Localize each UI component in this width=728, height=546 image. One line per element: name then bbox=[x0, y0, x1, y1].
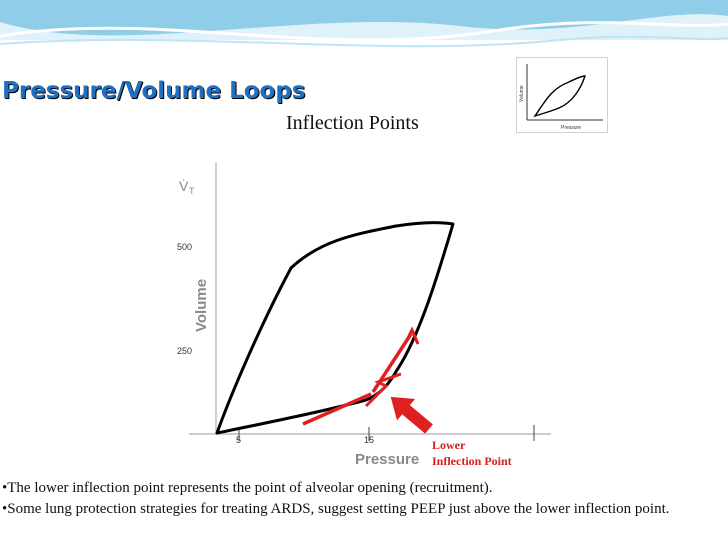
bullet-item: •Some lung protection strategies for tre… bbox=[2, 501, 670, 517]
x-tick-label-15: 15 bbox=[364, 435, 374, 445]
y-axis-symbol-sub: T bbox=[189, 186, 195, 196]
thumbnail-xlabel: Pressure bbox=[561, 125, 581, 131]
y-tick-label-500: 500 bbox=[177, 242, 192, 252]
x-tick-label-5: 5 bbox=[236, 435, 241, 445]
slide-subtitle: Inflection Points bbox=[286, 112, 419, 134]
y-tick-label-250: 250 bbox=[177, 346, 192, 356]
x-axis-label: Pressure bbox=[355, 451, 419, 468]
header-wave-decoration bbox=[0, 0, 728, 48]
lower-inflection-label-line2: Inflection Point bbox=[432, 454, 512, 468]
inflection-zigzag-marker bbox=[364, 372, 402, 408]
pv-loop-thumbnail: Volume Pressure bbox=[516, 57, 608, 133]
pv-loop-curve bbox=[215, 221, 455, 435]
y-axis-label: Volume bbox=[193, 279, 210, 332]
inflection-point-arrow bbox=[390, 396, 433, 434]
y-axis-symbol: V̇ bbox=[179, 178, 189, 194]
lower-inflection-point-label: Lower Inflection Point bbox=[432, 437, 512, 469]
slide-title: Pressure/Volume Loops bbox=[2, 78, 306, 104]
lower-tangent-line bbox=[302, 392, 372, 426]
inflection-arrowhead-upper bbox=[403, 326, 420, 345]
bullet-list: •The lower inflection point represents t… bbox=[2, 478, 724, 520]
bullet-item: •The lower inflection point represents t… bbox=[2, 480, 493, 496]
lower-inflection-label-line1: Lower bbox=[432, 438, 466, 452]
thumbnail-ylabel: Volume bbox=[519, 85, 525, 102]
pressure-volume-loop-chart: V̇ T 500 250 Volume 5 15 Pressure bbox=[161, 144, 553, 470]
